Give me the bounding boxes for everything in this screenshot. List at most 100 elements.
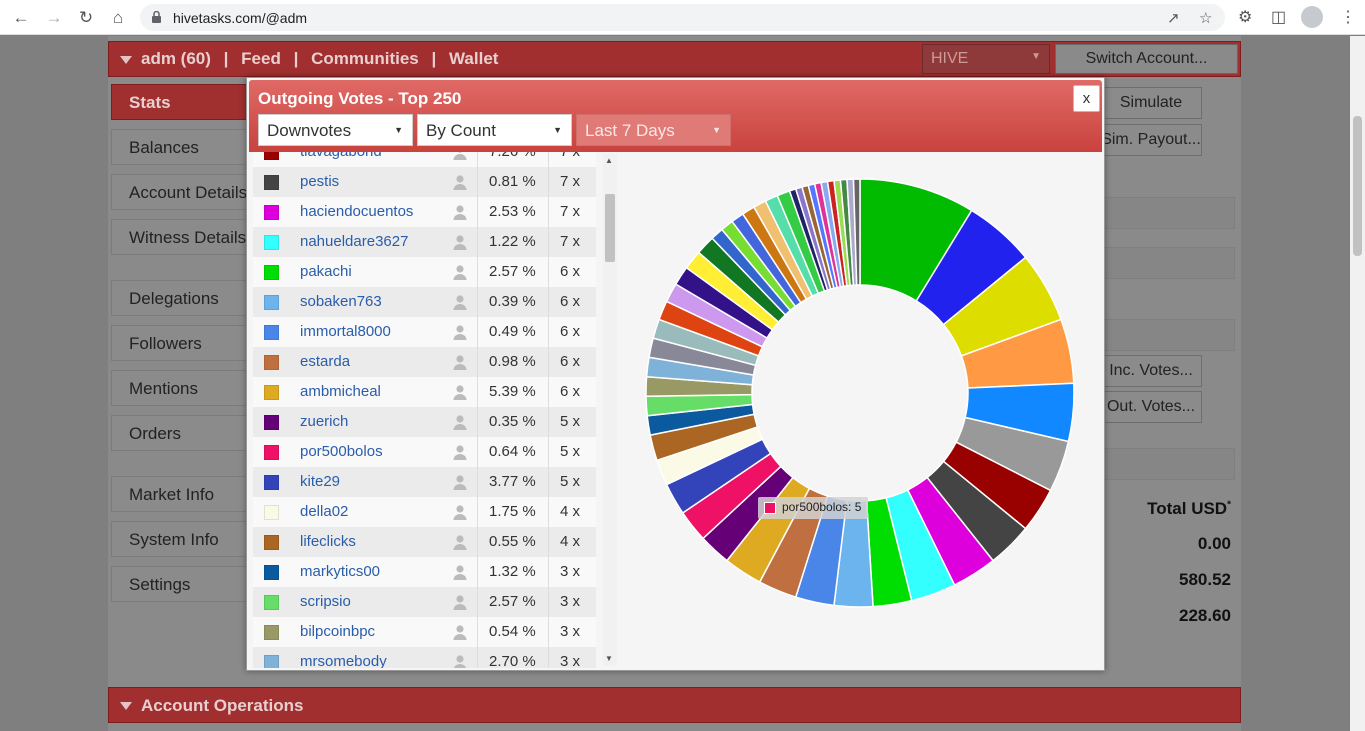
account-link[interactable]: pakachi: [300, 263, 352, 280]
account-link[interactable]: bilpcoinbpc: [300, 623, 376, 640]
account-link[interactable]: mrsomebody: [300, 653, 387, 668]
user-icon[interactable]: [452, 624, 468, 640]
account-link[interactable]: scripsio: [300, 593, 351, 610]
user-icon[interactable]: [452, 324, 468, 340]
list-scrollbar[interactable]: ▲ ▼: [603, 154, 617, 666]
chain-select[interactable]: HIVE ▼: [922, 44, 1050, 74]
list-item[interactable]: mrsomebody 2.70 % 3 x: [253, 647, 596, 668]
list-item[interactable]: immortal8000 0.49 % 6 x: [253, 317, 596, 347]
user-icon[interactable]: [452, 654, 468, 668]
list-item[interactable]: scripsio 2.57 % 3 x: [253, 587, 596, 617]
account-link[interactable]: immortal8000: [300, 323, 391, 340]
extensions-icon[interactable]: ⚙: [1238, 9, 1253, 26]
page-scrollbar[interactable]: [1350, 36, 1365, 731]
menu-orders[interactable]: Orders: [111, 415, 261, 451]
sim-payout-button[interactable]: Sim. Payout...: [1100, 124, 1202, 156]
vote-type-select[interactable]: Downvotes ▼: [258, 114, 413, 146]
list-item[interactable]: zuerich 0.35 % 5 x: [253, 407, 596, 437]
kebab-menu-icon[interactable]: ⋮: [1340, 9, 1356, 26]
menu-account-details[interactable]: Account Details: [111, 174, 261, 210]
out-votes-button[interactable]: Out. Votes...: [1100, 391, 1202, 423]
home-icon[interactable]: ⌂: [112, 8, 124, 27]
list-item[interactable]: ambmicheal 5.39 % 6 x: [253, 377, 596, 407]
account-operations-header[interactable]: Account Operations: [108, 687, 1241, 723]
list-item[interactable]: estarda 0.98 % 6 x: [253, 347, 596, 377]
account-link[interactable]: nahueldare3627: [300, 233, 409, 250]
address-bar[interactable]: hivetasks.com/@adm ↗ ☆: [140, 4, 1225, 31]
share-icon[interactable]: ↗: [1167, 10, 1180, 27]
back-icon[interactable]: ←: [12, 8, 30, 27]
votes-list[interactable]: tiavagabond7.26 %7 xpestis0.81 %7 xhacie…: [253, 152, 598, 668]
account-link[interactable]: della02: [300, 503, 349, 520]
account-link[interactable]: haciendocuentos: [300, 203, 414, 220]
account-link[interactable]: tiavagabond: [300, 152, 382, 160]
sort-select[interactable]: By Count ▼: [417, 114, 572, 146]
menu-delegations[interactable]: Delegations: [111, 280, 261, 316]
user-icon[interactable]: [452, 264, 468, 280]
user-icon[interactable]: [452, 594, 468, 610]
menu-balances[interactable]: Balances: [111, 129, 261, 165]
user-icon[interactable]: [452, 534, 468, 550]
user-icon[interactable]: [452, 384, 468, 400]
account-link[interactable]: lifeclicks: [300, 533, 356, 550]
nav-communities[interactable]: Communities: [311, 49, 419, 68]
user-icon[interactable]: [452, 564, 468, 580]
pie-slice[interactable]: [852, 178, 861, 286]
user-icon[interactable]: [452, 504, 468, 520]
menu-stats[interactable]: Stats: [111, 84, 261, 120]
user-icon[interactable]: [452, 474, 468, 490]
list-item[interactable]: markytics00 1.32 % 3 x: [253, 557, 596, 587]
list-item[interactable]: lifeclicks 0.55 % 4 x: [253, 527, 596, 557]
user-icon[interactable]: [452, 414, 468, 430]
sidepanel-icon[interactable]: ◫: [1271, 9, 1287, 26]
user-icon[interactable]: [452, 444, 468, 460]
list-item[interactable]: nahueldare3627 1.22 % 7 x: [253, 227, 596, 257]
scroll-down-icon[interactable]: ▼: [605, 654, 613, 663]
account-link[interactable]: kite29: [300, 473, 341, 490]
user-icon[interactable]: [452, 294, 468, 310]
inc-votes-button[interactable]: Inc. Votes...: [1100, 355, 1202, 387]
user-icon[interactable]: [452, 174, 468, 190]
user-icon[interactable]: [452, 234, 468, 250]
list-item[interactable]: tiavagabond 7.26 % 7 x: [253, 152, 596, 167]
account-link[interactable]: sobaken763: [300, 293, 382, 310]
account-name[interactable]: adm (60): [141, 49, 211, 68]
profile-avatar[interactable]: [1301, 6, 1323, 28]
page-scrollbar-thumb[interactable]: [1353, 116, 1362, 256]
list-item[interactable]: pestis 0.81 % 7 x: [253, 167, 596, 197]
switch-account-button[interactable]: Switch Account...: [1055, 44, 1238, 74]
nav-feed[interactable]: Feed: [241, 49, 281, 68]
menu-mentions[interactable]: Mentions: [111, 370, 261, 406]
user-icon[interactable]: [452, 354, 468, 370]
menu-witness-details[interactable]: Witness Details: [111, 219, 261, 255]
list-item[interactable]: pakachi 2.57 % 6 x: [253, 257, 596, 287]
list-item[interactable]: sobaken763 0.39 % 6 x: [253, 287, 596, 317]
close-button[interactable]: x: [1073, 85, 1100, 112]
account-link[interactable]: markytics00: [300, 563, 381, 580]
forward-icon[interactable]: →: [45, 8, 63, 27]
list-item[interactable]: della02 1.75 % 4 x: [253, 497, 596, 527]
account-link[interactable]: estarda: [300, 353, 351, 370]
bookmark-star-icon[interactable]: ☆: [1199, 10, 1213, 27]
menu-settings[interactable]: Settings: [111, 566, 261, 602]
simulate-hp-button[interactable]: Simulate HP...: [1100, 87, 1202, 141]
reload-icon[interactable]: ↻: [78, 8, 94, 27]
account-link[interactable]: zuerich: [300, 413, 349, 430]
list-item[interactable]: haciendocuentos 2.53 % 7 x: [253, 197, 596, 227]
account-link[interactable]: pestis: [300, 173, 340, 190]
account-link[interactable]: ambmicheal: [300, 383, 381, 400]
menu-followers[interactable]: Followers: [111, 325, 261, 361]
user-icon[interactable]: [452, 152, 468, 160]
menu-system-info[interactable]: System Info: [111, 521, 261, 557]
account-link[interactable]: por500bolos: [300, 443, 383, 460]
list-item[interactable]: kite29 3.77 % 5 x: [253, 467, 596, 497]
user-icon[interactable]: [452, 204, 468, 220]
list-item[interactable]: bilpcoinbpc 0.54 % 3 x: [253, 617, 596, 647]
menu-market-info[interactable]: Market Info: [111, 476, 261, 512]
scroll-up-icon[interactable]: ▲: [605, 156, 613, 165]
list-scrollbar-thumb[interactable]: [605, 194, 615, 262]
nav-wallet[interactable]: Wallet: [449, 49, 499, 68]
collapse-triangle-icon[interactable]: [120, 56, 132, 64]
collapse-triangle-icon[interactable]: [120, 702, 132, 710]
list-item[interactable]: por500bolos 0.64 % 5 x: [253, 437, 596, 467]
